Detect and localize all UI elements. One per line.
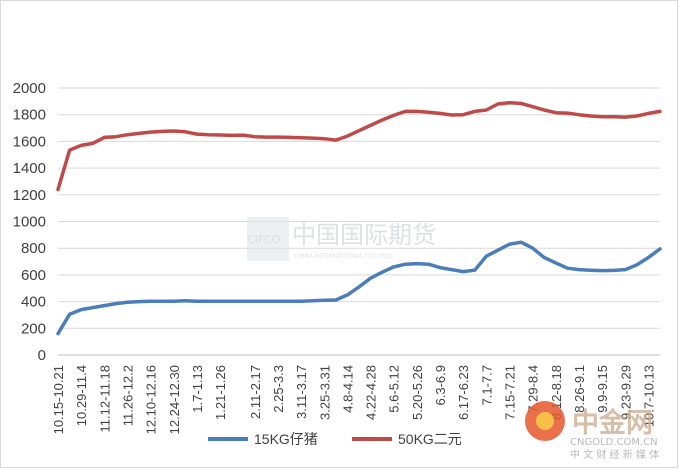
x-tick-label: 3.25-3.31 <box>317 365 332 420</box>
x-tick-label: 12.24-12.30 <box>167 365 182 434</box>
center-watermark: CIFCO 中国国际期货 CHINA INTERNATIONAL FUTURES <box>247 217 436 261</box>
cngold-en-text: CNGOLD.COM.CN <box>570 437 658 448</box>
x-tick-label: 7.1-7.7 <box>479 365 494 405</box>
y-tick-label: 400 <box>21 294 46 311</box>
x-tick-label: 11.26-12.2 <box>120 365 135 426</box>
series-lines <box>56 100 662 336</box>
x-tick-label: 3.11-3.17 <box>294 365 309 419</box>
series-line-0 <box>56 240 662 336</box>
y-tick-label: 0 <box>38 347 46 364</box>
y-tick-label: 1600 <box>13 133 46 150</box>
watermark-en-text: CHINA INTERNATIONAL FUTURES <box>294 253 393 260</box>
x-tick-label: 6.3-6.9 <box>433 365 448 405</box>
x-tick-label: 1.7-1.13 <box>190 365 205 413</box>
x-tick-label: 8.26-9.1 <box>572 365 587 413</box>
x-tick-label: 9.23-9.29 <box>618 365 633 420</box>
legend-label-15kg: 15KG仔猪 <box>254 431 318 447</box>
cngold-sub-text: 中 文 财 经 新 媒 体 <box>570 448 659 461</box>
y-tick-label: 2000 <box>13 80 46 97</box>
y-tick-label: 1200 <box>13 187 46 204</box>
y-tick-label: 800 <box>21 240 46 257</box>
x-tick-label: 2.11-2.17 <box>248 365 263 419</box>
x-tick-label: 7.29-8.4 <box>526 365 541 413</box>
cngold-logo-inner-icon <box>536 412 554 430</box>
x-axis: 10.15-10.21 10.29-11.4 11.12-11.18 11.26-12… <box>51 354 660 434</box>
x-tick-label: 1.21-1.26 <box>213 365 228 420</box>
y-axis: 0 200 400 600 800 1000 1200 1400 1600 1800 2000 <box>13 80 46 364</box>
y-tick-label: 200 <box>21 320 46 337</box>
watermark-cn-text: 中国国际期货 <box>292 221 436 249</box>
x-tick-label: 12.10-12.16 <box>144 365 159 434</box>
watermark-logo-box <box>247 217 289 261</box>
x-tick-label: 10.29-11.4 <box>74 365 89 426</box>
watermark-logo-text: CIFCO <box>247 233 281 246</box>
x-tick-label: 7.15-7.21 <box>503 365 518 420</box>
x-tick-label: 4.8-4.14 <box>340 365 355 413</box>
gridlines <box>58 87 660 329</box>
y-tick-label: 1400 <box>13 160 46 177</box>
x-tick-label: 4.22-4.28 <box>364 365 379 420</box>
x-tick-label: 11.12-11.18 <box>97 365 112 432</box>
x-tick-label: 5.6-5.12 <box>387 365 402 413</box>
legend-label-50kg: 50KG二元 <box>398 431 462 447</box>
y-tick-label: 1800 <box>13 107 46 124</box>
x-tick-label: 5.20-5.26 <box>410 365 425 420</box>
x-tick-label: 10.7-10.13 <box>641 365 656 427</box>
corner-watermark: 中金网 CNGOLD.COM.CN 中 文 财 经 新 媒 体 <box>525 401 659 461</box>
y-tick-label: 600 <box>21 267 46 284</box>
x-tick-label: 6.17-6.23 <box>456 365 471 420</box>
x-tick-label: 10.15-10.21 <box>51 365 66 434</box>
series-line-1 <box>56 100 662 192</box>
x-tick-label: 9.9-9.15 <box>595 365 610 413</box>
x-tick-label: 2.25-3.3 <box>271 365 286 413</box>
y-tick-label: 1000 <box>13 214 46 231</box>
legend: 15KG仔猪 50KG二元 <box>208 431 462 447</box>
cngold-cn-text: 中金网 <box>572 407 653 439</box>
